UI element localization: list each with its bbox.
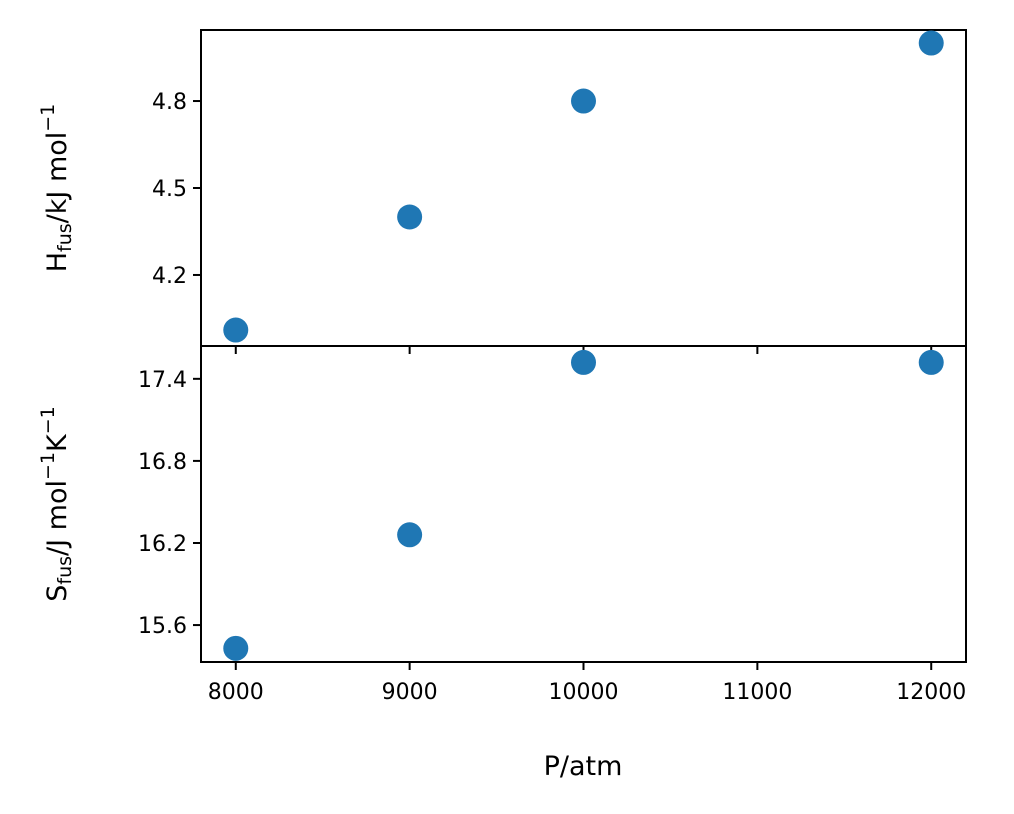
bottom-x-axis: 8000 9000 10000 11000 12000	[208, 662, 966, 705]
y-tick-label: 4.5	[152, 177, 187, 202]
data-point	[571, 88, 596, 114]
y-tick-label: 17.4	[138, 368, 187, 393]
bottom-panel: 15.6 16.2 16.8 17.4 8000 9000 10000 11000 12000…	[37, 345, 967, 782]
data-point	[397, 522, 423, 548]
top-y-axis: 4.2 4.5 4.8	[152, 90, 201, 289]
top-plot-frame	[200, 29, 967, 347]
top-panel: 4.2 4.5 4.8 Hfus/kJ mol−1	[37, 29, 967, 354]
x-axis-label: P/atm	[544, 751, 623, 782]
data-point	[918, 349, 944, 375]
y-tick-label: 15.6	[138, 614, 187, 639]
data-point	[223, 635, 249, 661]
y-tick-label: 16.8	[138, 450, 187, 475]
bottom-y-axis: 15.6 16.2 16.8 17.4	[138, 368, 201, 639]
top-scatter-points	[223, 30, 944, 343]
bottom-scatter-points	[223, 349, 944, 661]
x-tick-label: 8000	[208, 680, 264, 705]
x-tick-label: 9000	[382, 680, 438, 705]
y-tick-label: 4.2	[152, 264, 187, 289]
data-point	[397, 204, 423, 230]
data-point	[918, 30, 944, 56]
data-point	[571, 349, 596, 375]
bottom-plot-frame	[200, 345, 967, 663]
x-tick-label: 11000	[722, 680, 792, 705]
y-tick-label: 4.8	[152, 90, 187, 115]
x-tick-label: 10000	[549, 680, 619, 705]
top-y-axis-label: Hfus/kJ mol−1	[37, 104, 76, 273]
y-tick-label: 16.2	[138, 532, 187, 557]
data-point	[223, 317, 249, 343]
bottom-y-axis-label: Sfus/J mol−1K−1	[37, 406, 76, 602]
x-tick-label: 12000	[896, 680, 966, 705]
